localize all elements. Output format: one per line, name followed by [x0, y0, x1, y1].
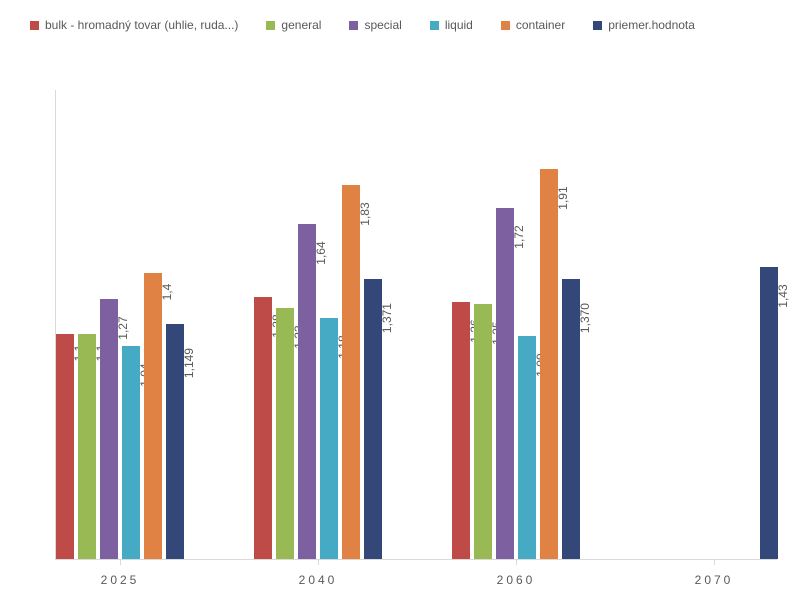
bar-liquid-2040: 1,18	[320, 318, 338, 559]
legend-swatch-container	[501, 21, 510, 30]
bar-value-label: 1,91	[556, 186, 570, 209]
bar-liquid-2060: 1,09	[518, 336, 536, 559]
bar-special-2025: 1,27	[100, 299, 118, 559]
bar-bulk-2025: 1,1	[56, 334, 74, 559]
x-axis-label: 2060	[497, 573, 536, 587]
bar-priemer-2070: 1,43	[760, 267, 778, 559]
bar-general-2040: 1,23	[276, 308, 294, 559]
legend-item-container: container	[501, 18, 565, 32]
legend-item-liquid: liquid	[430, 18, 473, 32]
legend-item-special: special	[349, 18, 401, 32]
bar-value-label: 1,72	[512, 225, 526, 248]
bar-value-label: 1,370	[578, 303, 592, 333]
legend-item-priemer: priemer.hodnota	[593, 18, 695, 32]
legend-label-priemer: priemer.hodnota	[608, 18, 695, 32]
x-axis-label: 2040	[299, 573, 338, 587]
bar-bulk-2060: 1,26	[452, 302, 470, 559]
bar-value-label: 1,149	[182, 348, 196, 378]
legend-swatch-priemer	[593, 21, 602, 30]
legend: bulk - hromadný tovar (uhlie, ruda...) ge…	[30, 18, 782, 32]
bar-container-2025: 1,4	[144, 273, 162, 559]
legend-item-general: general	[266, 18, 321, 32]
legend-swatch-liquid	[430, 21, 439, 30]
bar-special-2040: 1,64	[298, 224, 316, 559]
x-tick	[318, 559, 319, 565]
bar-general-2025: 1,1	[78, 334, 96, 559]
bar-liquid-2025: 1,04	[122, 346, 140, 559]
legend-label-bulk: bulk - hromadný tovar (uhlie, ruda...)	[45, 18, 238, 32]
legend-label-special: special	[364, 18, 401, 32]
bar-priemer-2040: 1,371	[364, 279, 382, 559]
legend-label-general: general	[281, 18, 321, 32]
x-tick	[516, 559, 517, 565]
bar-value-label: 1,83	[358, 202, 372, 225]
bar-container-2040: 1,83	[342, 185, 360, 559]
x-tick	[120, 559, 121, 565]
legend-swatch-special	[349, 21, 358, 30]
chart-container: bulk - hromadný tovar (uhlie, ruda...) ge…	[0, 0, 812, 610]
bar-container-2060: 1,91	[540, 169, 558, 559]
legend-swatch-bulk	[30, 21, 39, 30]
bar-priemer-2060: 1,370	[562, 279, 580, 559]
bar-value-label: 1,371	[380, 303, 394, 333]
legend-label-liquid: liquid	[445, 18, 473, 32]
bar-priemer-2025: 1,149	[166, 324, 184, 559]
x-axis-label: 2025	[101, 573, 140, 587]
bar-value-label: 1,64	[314, 241, 328, 264]
bar-value-label: 1,43	[776, 284, 790, 307]
bar-value-label: 1,27	[116, 317, 130, 340]
legend-label-container: container	[516, 18, 565, 32]
legend-swatch-general	[266, 21, 275, 30]
bar-value-label: 1,4	[160, 284, 174, 301]
bar-special-2060: 1,72	[496, 208, 514, 559]
bar-bulk-2040: 1,28	[254, 297, 272, 559]
x-tick	[714, 559, 715, 565]
x-axis-label: 2070	[695, 573, 734, 587]
bar-general-2060: 1,25	[474, 304, 492, 559]
legend-item-bulk: bulk - hromadný tovar (uhlie, ruda...)	[30, 18, 238, 32]
plot-area: 20251,11,11,271,041,41,14920401,281,231,…	[55, 90, 777, 560]
